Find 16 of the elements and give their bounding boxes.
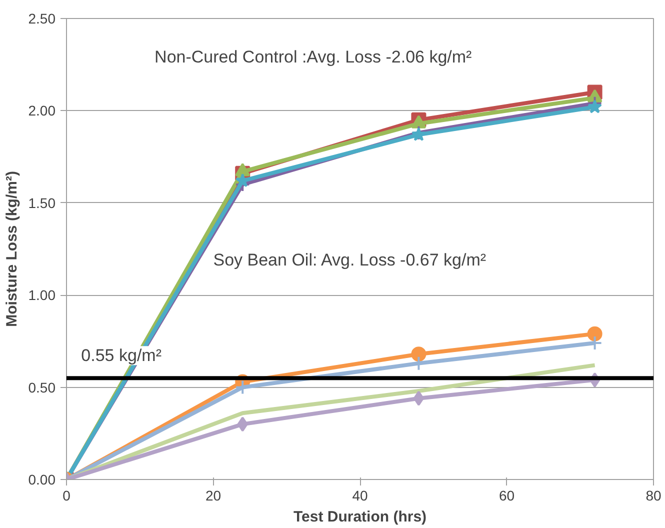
y-tick-label: 2.50: [28, 10, 56, 26]
x-axis-title: Test Duration (hrs): [293, 508, 427, 526]
y-tick-label: 0.00: [28, 472, 56, 488]
ref-line-label: 0.55 kg/m²: [81, 346, 162, 366]
x-tick-label: 80: [646, 488, 662, 504]
y-axis-title: Moisture Loss (kg/m²): [3, 171, 20, 327]
y-tick-label: 1.50: [28, 194, 56, 211]
annotation: Soy Bean Oil: Avg. Loss -0.67 kg/m²: [213, 250, 486, 270]
x-tick-label: 20: [205, 488, 222, 504]
x-tick-label: 0: [62, 488, 71, 504]
y-tick-label: 0.50: [28, 379, 56, 396]
x-tick-label: 40: [352, 488, 368, 504]
x-tick-label: 60: [498, 488, 515, 504]
y-tick-label: 1.00: [28, 287, 56, 304]
y-tick-label: 2.00: [28, 102, 56, 119]
annotation: Non-Cured Control :Avg. Loss -2.06 kg/m²: [154, 47, 472, 66]
